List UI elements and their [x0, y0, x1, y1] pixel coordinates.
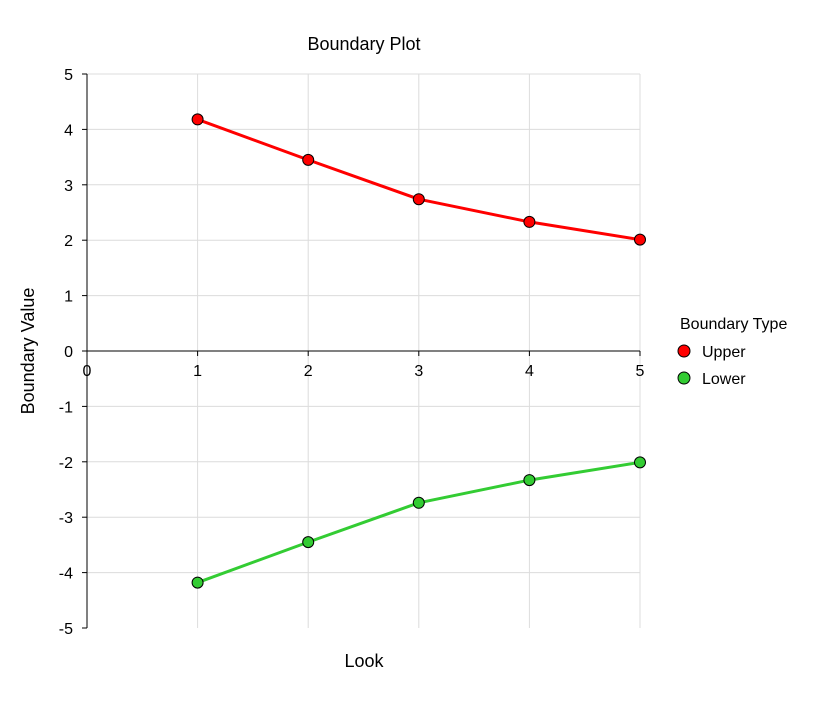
series-layer [191, 113, 646, 589]
series-upper-point [302, 153, 315, 166]
series-upper-point [412, 193, 425, 206]
y-tick-label: -2 [59, 455, 73, 472]
y-axis-label: Boundary Value [18, 288, 38, 415]
series-lower-point [191, 576, 204, 589]
series-lower-point [523, 474, 536, 487]
x-axis-label: Look [344, 651, 384, 671]
x-tick-label: 3 [414, 363, 423, 380]
x-tick-label: 4 [525, 363, 534, 380]
y-tick-label: -3 [59, 510, 73, 527]
x-tick-label: 0 [83, 363, 92, 380]
series-lower-point [412, 496, 425, 509]
y-tick-label: -4 [59, 566, 73, 583]
x-tick-label: 5 [636, 363, 645, 380]
legend-item-lower-label: Lower [702, 371, 746, 388]
series-lower-point [634, 456, 646, 469]
series-upper-point [523, 215, 536, 228]
x-tick-label: 1 [193, 363, 202, 380]
x-tick-label: 2 [304, 363, 313, 380]
axes: 5 4 3 2 1 0 -1 -2 -3 -4 -5 0 1 2 3 4 5 [59, 67, 645, 638]
legend-item-lower-marker [677, 371, 691, 385]
y-tick-label: 1 [64, 289, 73, 306]
series-upper-point [191, 113, 204, 126]
series-lower-point [302, 536, 315, 549]
legend: Boundary Type Upper Lower [677, 316, 787, 388]
legend-title: Boundary Type [680, 316, 787, 333]
legend-item-upper-marker [677, 344, 691, 358]
legend-item-upper-label: Upper [702, 344, 746, 361]
y-tick-label: 4 [64, 122, 73, 139]
y-tick-label: 5 [64, 67, 73, 84]
y-tick-label: 3 [64, 178, 73, 195]
chart-title: Boundary Plot [307, 34, 420, 54]
y-tick-label: -1 [59, 399, 73, 416]
y-tick-label: 0 [64, 344, 73, 361]
y-tick-label: -5 [59, 621, 73, 638]
y-tick-label: 2 [64, 233, 73, 250]
series-upper-point [634, 233, 646, 246]
